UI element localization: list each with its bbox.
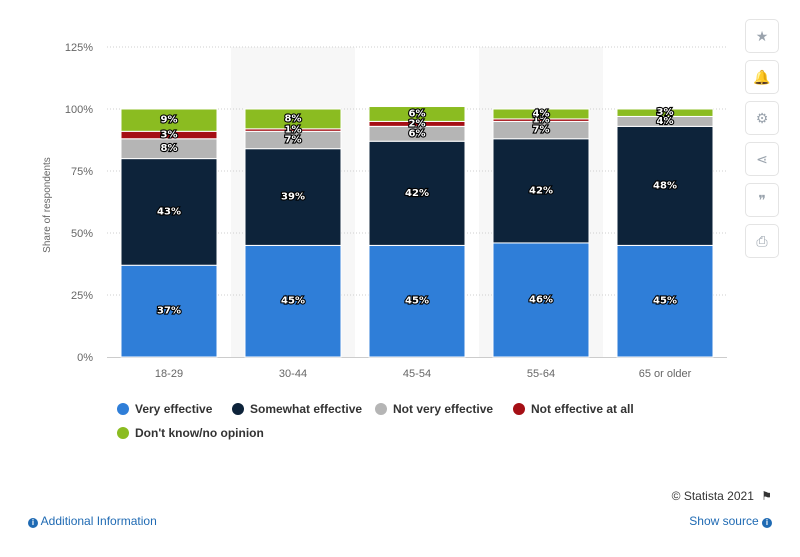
x-tick-label: 18-29 [155,368,183,380]
data-label: 6% [409,128,426,139]
bar-segment [120,264,218,358]
credit-text: © Statista 2021 [671,489,754,503]
additional-information-label: Additional Information [40,514,157,528]
x-axis-ticks: 18-29 30-44 45-54 55-64 65 or older [155,368,692,380]
data-label: 3% [161,130,178,141]
data-labels: 37%43%8%3%9%45%39%7%1%8%45%42%6%2%6%46%4… [156,106,678,318]
legend-label: Somewhat effective [250,402,362,416]
bar-segment [492,138,590,244]
x-tick-label: 45-54 [403,368,431,380]
show-source-link[interactable]: Show source i [689,514,772,528]
data-label: 46% [529,294,553,305]
data-label: 2% [409,118,426,129]
legend-label: Not very effective [393,402,493,416]
data-label: 45% [653,296,677,307]
toolbar: ★ 🔔 ⚙ ⋖ ❞ ⎙ [745,19,781,265]
additional-information-link[interactable]: i Additional Information [28,514,157,528]
legend-marker [232,403,244,415]
info-icon: i [28,518,38,528]
data-label: 9% [161,115,178,126]
y-tick-label: 100% [65,104,93,116]
bar-segment [120,108,218,132]
bar-segment [616,125,714,246]
bar-segment [368,106,466,122]
statista-credit: © Statista 2021 ⚑ [672,489,772,503]
data-label: 8% [161,143,178,154]
bar-segment [120,158,218,266]
quote-icon[interactable]: ❞ [745,183,779,217]
legend-label: Very effective [135,402,213,416]
legend-marker [513,403,525,415]
bar-segment [244,108,342,130]
bar-segment [616,108,714,117]
data-label: 7% [533,125,550,136]
bell-icon[interactable]: 🔔 [745,60,779,94]
data-label: 48% [653,180,677,191]
bar-segment [616,244,714,358]
flag-icon: ⚑ [761,489,772,503]
data-label: 4% [657,116,674,127]
bar-segment [492,108,590,120]
y-tick-label: 0% [77,352,93,364]
y-tick-label: 125% [65,42,93,54]
y-axis-label: Share of respondents [42,157,53,253]
show-source-label: Show source [689,514,759,528]
data-label: 42% [405,188,429,199]
legend-label: Not effective at all [531,402,634,416]
bar-segment [492,242,590,358]
bar-segment [244,148,342,246]
data-label: 7% [285,135,302,146]
x-tick-label: 65 or older [639,368,692,380]
gear-icon[interactable]: ⚙ [745,101,779,135]
y-axis-ticks: 0% 25% 50% 75% 100% 125% [65,42,93,364]
legend-marker [117,403,129,415]
star-icon[interactable]: ★ [745,19,779,53]
data-label: 6% [409,108,426,119]
y-tick-label: 50% [71,228,93,240]
legend-marker [117,427,129,439]
legend-label: Don't know/no opinion [135,426,264,440]
data-label: 8% [285,113,302,124]
data-label: 1% [285,125,302,136]
y-tick-label: 75% [71,166,93,178]
data-label: 45% [405,296,429,307]
data-label: 42% [529,185,553,196]
chart: 37%43%8%3%9%45%39%7%1%8%45%42%6%2%6%46%4… [42,42,727,440]
info-icon: i [762,518,772,528]
share-icon[interactable]: ⋖ [745,142,779,176]
data-label: 45% [281,296,305,307]
data-label: 37% [157,306,181,317]
x-tick-label: 30-44 [279,368,307,380]
y-tick-label: 25% [71,290,93,302]
data-label: 43% [157,206,181,217]
bar-segment [368,140,466,246]
bars [120,106,714,358]
data-label: 39% [281,192,305,203]
print-icon[interactable]: ⎙ [745,224,779,258]
legend: Very effective Somewhat effective Not very… [117,402,634,440]
legend-marker [375,403,387,415]
data-label: 4% [533,108,550,119]
data-label: 1% [533,115,550,126]
x-tick-label: 55-64 [527,368,555,380]
data-label: 3% [657,107,674,118]
